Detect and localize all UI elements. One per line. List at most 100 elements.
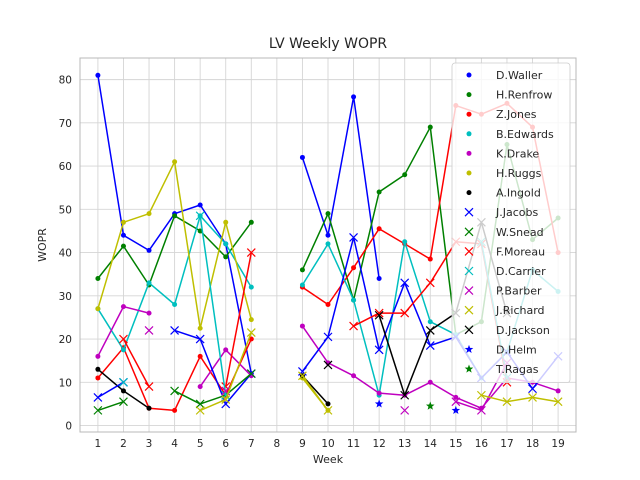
data-point [476, 390, 486, 400]
x-tick-label: 1 [95, 438, 102, 450]
data-point [195, 405, 205, 415]
data-point [528, 384, 537, 394]
data-point [298, 367, 307, 376]
legend-item-p-barber: P.Barber [464, 285, 542, 298]
x-tick-label: 13 [398, 438, 411, 450]
legend-label: B.Edwards [496, 128, 554, 141]
data-point [195, 211, 205, 221]
legend-item-h-ruggs: H.Ruggs [466, 167, 542, 180]
y-tick-label: 80 [59, 75, 72, 87]
x-axis-ticks: 1 2 3 4 5 6 7 8 9 10 11 12 13 14 15 16 17 18 19 [95, 438, 565, 450]
data-point [146, 280, 152, 286]
series-line [122, 338, 150, 387]
data-point [425, 278, 435, 288]
data-point [93, 405, 103, 415]
x-tick-label: 8 [274, 438, 281, 450]
legend-item-z-jones: Z.Jones [466, 108, 537, 121]
legend-item-b-edwards: B.Edwards [466, 128, 554, 141]
data-point [299, 154, 305, 160]
series-line [97, 381, 124, 399]
data-point [299, 267, 305, 273]
data-point [376, 189, 382, 195]
legend-marker [466, 131, 472, 137]
chart-title: LV Weekly WOPR [269, 36, 388, 52]
data-point [197, 325, 203, 331]
data-point [402, 239, 408, 245]
data-point [427, 379, 433, 385]
series-d-waller [95, 72, 382, 377]
legend-item-f-moreau: F.Moreau [464, 245, 545, 258]
legend-item-t-ragas: T.Ragas [464, 363, 539, 376]
series-line [481, 394, 559, 403]
data-point [146, 247, 152, 253]
legend-marker [466, 111, 472, 117]
legend-label: F.Moreau [496, 245, 545, 258]
data-point [172, 301, 178, 307]
legend-item-h-renfrow: H.Renfrow [466, 89, 552, 102]
legend-item-d-jackson: D.Jackson [464, 324, 550, 337]
legend-item-k-drake: K.Drake [466, 147, 539, 160]
data-point [221, 382, 231, 392]
legend-marker [464, 325, 474, 335]
data-point [246, 328, 256, 337]
data-point [120, 388, 126, 394]
legend-label: T.Ragas [495, 363, 539, 376]
data-point [376, 276, 382, 282]
data-point [146, 310, 152, 316]
data-point [223, 254, 229, 260]
data-point [425, 325, 435, 335]
data-point [376, 226, 382, 232]
legend-label: K.Drake [496, 147, 539, 160]
series-line [301, 96, 380, 279]
series-h-ruggs [95, 159, 331, 413]
data-point [425, 401, 435, 410]
data-point [95, 276, 101, 282]
legend-item-d-carrier: D.Carrier [464, 265, 546, 278]
series-line [224, 252, 253, 387]
data-point [119, 397, 128, 407]
legend-marker [466, 72, 472, 78]
data-point [172, 159, 178, 165]
data-point [197, 202, 203, 208]
data-point [323, 405, 333, 415]
data-point [374, 310, 384, 320]
legend-item-a-ingold: A.Ingold [466, 187, 541, 200]
legend-label: H.Renfrow [496, 89, 552, 102]
x-tick-label: 2 [120, 438, 127, 450]
data-point [299, 323, 305, 329]
legend-marker [466, 150, 472, 156]
data-point [427, 256, 433, 262]
legend-item-j-jacobs: J.Jacobs [464, 206, 538, 219]
x-tick-label: 18 [526, 438, 539, 450]
legend-label: D.Waller [496, 69, 543, 82]
legend-label: W.Snead [496, 226, 544, 239]
data-point [351, 94, 357, 100]
data-point [349, 233, 358, 242]
data-point [197, 353, 203, 359]
series-t-ragas [425, 401, 435, 410]
data-point [451, 397, 461, 407]
data-point [144, 382, 154, 392]
data-point [144, 325, 154, 335]
data-point [172, 407, 178, 413]
data-point [95, 72, 101, 78]
y-axis-label: WOPR [36, 228, 49, 262]
data-point [120, 243, 126, 249]
data-point [376, 390, 382, 396]
data-point [223, 219, 229, 225]
data-point [400, 308, 410, 318]
legend-label: H.Ruggs [496, 167, 542, 180]
data-point [95, 375, 101, 381]
y-tick-label: 10 [59, 377, 72, 389]
data-point [248, 317, 254, 323]
data-point [195, 399, 205, 409]
x-tick-label: 7 [248, 438, 255, 450]
x-tick-label: 5 [197, 438, 204, 450]
data-point [223, 347, 229, 353]
data-point [197, 384, 203, 390]
data-point [120, 219, 126, 225]
data-point [400, 390, 410, 400]
legend-label: J.Jacobs [495, 206, 538, 219]
data-point [195, 334, 205, 344]
data-point [325, 401, 331, 407]
